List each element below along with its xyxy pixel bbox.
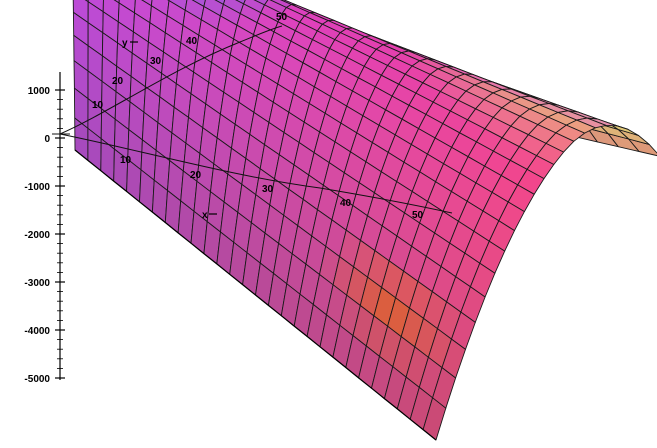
z-tick-label: -5000: [24, 374, 50, 385]
x-tick-label: 40: [340, 198, 352, 209]
x-axis-line: [59, 133, 453, 214]
y-tick-label: 50: [276, 12, 288, 23]
y-tick-label: 20: [112, 76, 124, 87]
z-axis: 1000 0 -1000 -2000 -3000 -4000 -5000: [24, 72, 65, 385]
y-tick-label: 40: [186, 36, 198, 47]
y-axis-label: y: [122, 38, 128, 49]
z-axis-ticks: 1000 0 -1000 -2000 -3000 -4000 -5000: [24, 86, 65, 385]
z-tick-label: -1000: [24, 182, 50, 193]
z-tick-label: 1000: [28, 86, 51, 97]
y-tick-label: 10: [92, 100, 104, 111]
z-tick-label: -2000: [24, 230, 50, 241]
z-axis-minor-ticks: [57, 99, 63, 369]
ground-axes: 10 20 30 40 50 10 20 30 40 50 y x: [52, 12, 453, 221]
x-tick-label: 10: [120, 155, 132, 166]
x-tick-label: 30: [262, 184, 274, 195]
x-tick-label: 50: [412, 210, 424, 221]
surface-mesh: [72, 0, 657, 441]
z-tick-label: 0: [44, 134, 50, 145]
y-tick-label: 30: [150, 56, 162, 67]
surface-front-edge: [74, 149, 437, 441]
y-axis-ticks: 10 20 30 40 50: [92, 12, 288, 111]
z-tick-label: -4000: [24, 326, 50, 337]
z-tick-label: -3000: [24, 278, 50, 289]
x-axis-label: x: [202, 210, 208, 221]
x-axis-ticks: 10 20 30 40 50: [120, 155, 424, 221]
x-tick-label: 20: [190, 170, 202, 181]
y-axis-line: [59, 25, 283, 135]
